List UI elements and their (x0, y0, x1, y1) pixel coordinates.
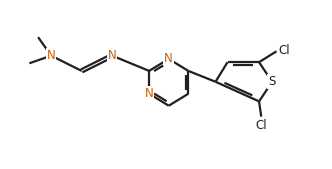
Text: N: N (108, 49, 117, 62)
Text: N: N (164, 52, 173, 65)
Text: S: S (269, 75, 276, 88)
Text: N: N (47, 49, 55, 62)
Text: Cl: Cl (255, 119, 267, 132)
Text: Cl: Cl (279, 44, 290, 57)
Text: N: N (145, 87, 153, 100)
